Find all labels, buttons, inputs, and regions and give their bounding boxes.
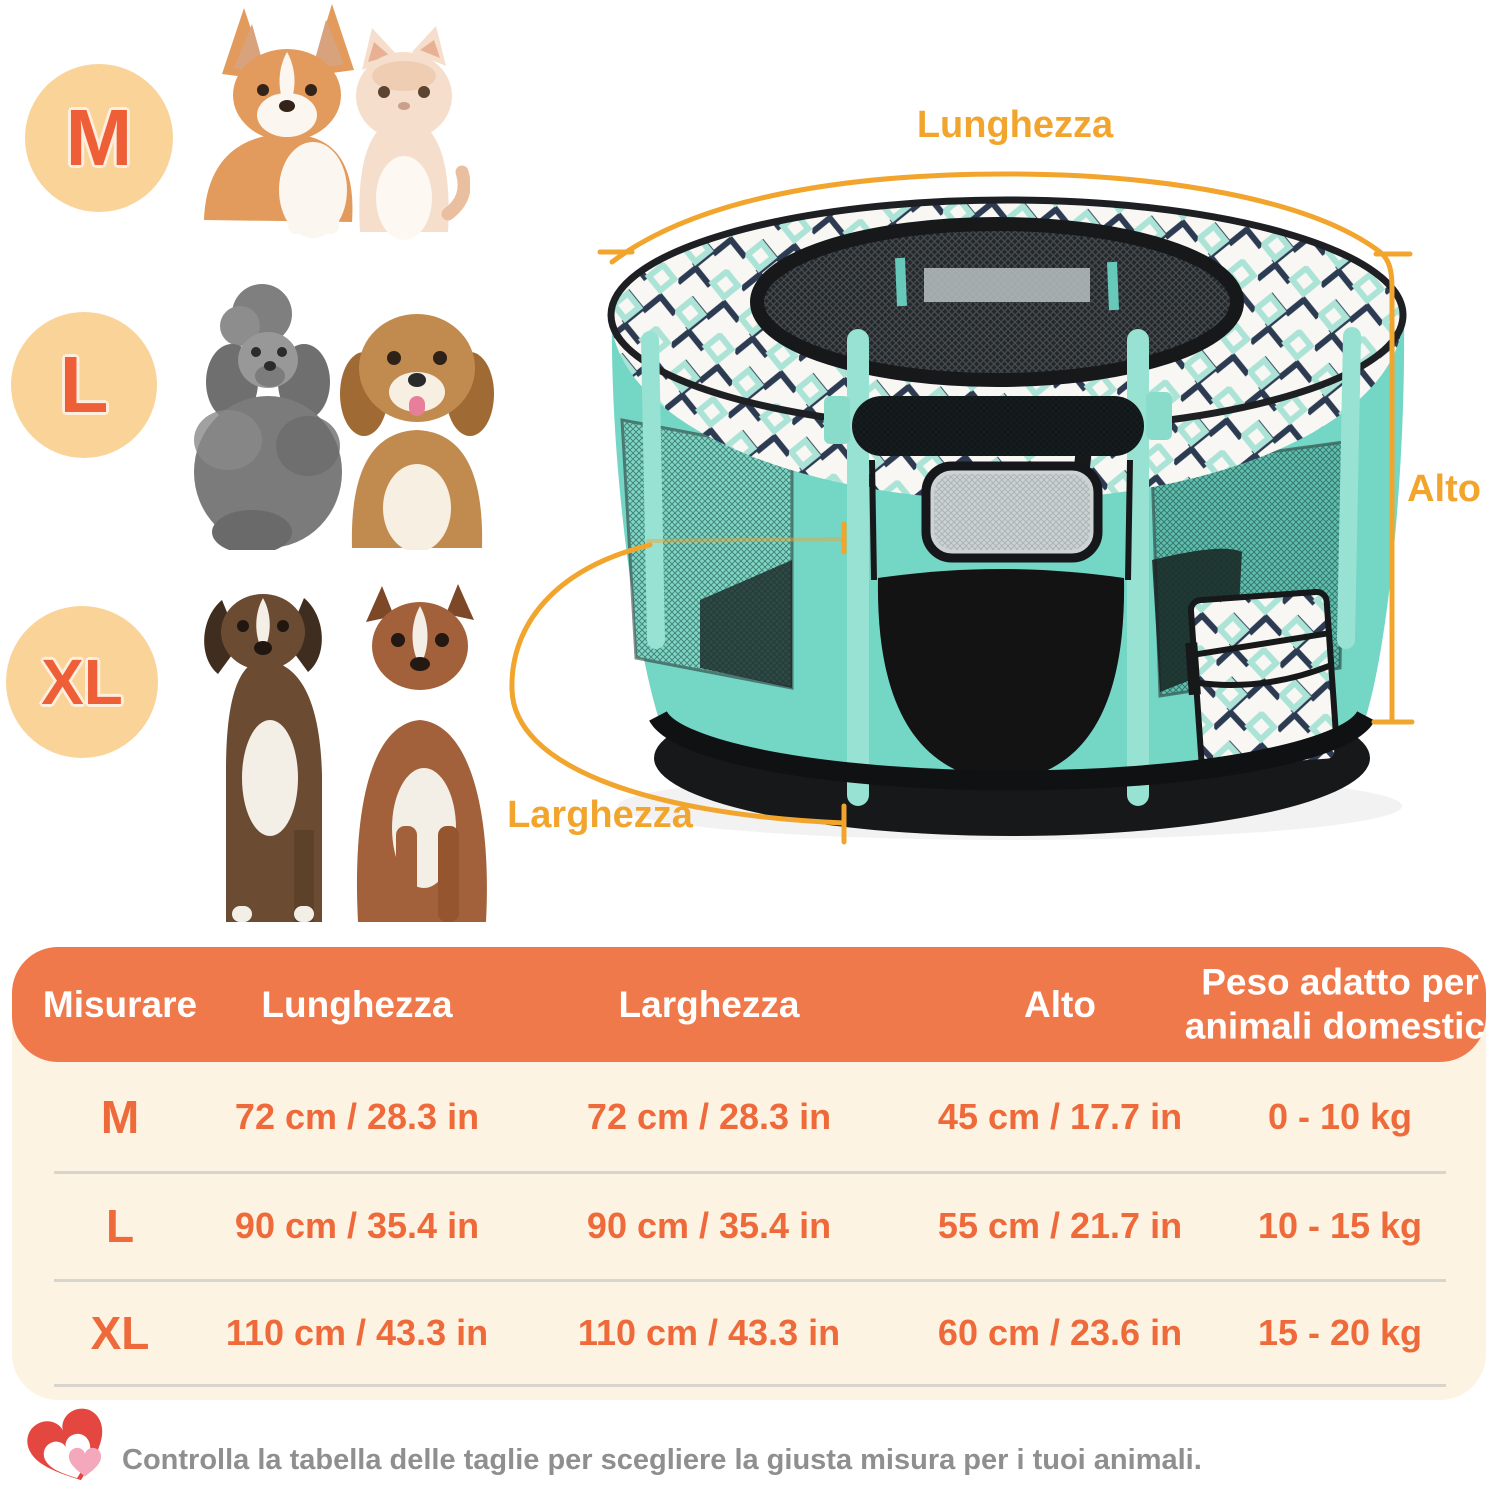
header-measure: Misurare — [42, 983, 198, 1025]
poodle-illustration — [194, 284, 342, 550]
row-separator — [54, 1279, 1446, 1282]
row-m-height: 45 cm / 17.7 in — [937, 1096, 1183, 1137]
hearts-icon — [27, 1408, 103, 1481]
row-separator — [54, 1171, 1446, 1174]
pets-size-l-photo — [194, 284, 494, 550]
size-badge-l-label: L — [59, 340, 109, 429]
table-row-m: M 72 cm / 28.3 in 72 cm / 28.3 in 45 cm … — [12, 1062, 1486, 1172]
row-l-height: 55 cm / 21.7 in — [937, 1205, 1183, 1246]
header-height: Alto — [1024, 983, 1096, 1025]
row-xl-size: XL — [90, 1306, 150, 1359]
header-length: Lunghezza — [261, 983, 453, 1025]
row-m-weight: 0 - 10 kg — [1267, 1096, 1413, 1137]
row-l-size: L — [105, 1200, 135, 1252]
dimension-annotations — [509, 171, 1415, 845]
amstaff-illustration — [356, 584, 487, 922]
dimension-label-width: Larghezza — [507, 794, 693, 836]
row-xl-width: 110 cm / 43.3 in — [577, 1311, 841, 1353]
table-row-xl: XL 110 cm / 43.3 in 110 cm / 43.3 in 60 … — [12, 1280, 1486, 1385]
header-weight: Peso adatto per animali domestici — [1184, 961, 1496, 1047]
playpen-product-illustration — [509, 171, 1415, 845]
cat-illustration — [356, 26, 470, 240]
size-badge-l: L — [11, 312, 157, 458]
footer-note: Controlla la tabella delle taglie per sc… — [122, 1444, 1202, 1476]
row-l-width: 90 cm / 35.4 in — [586, 1205, 832, 1246]
dimension-label-length: Lunghezza — [916, 104, 1114, 146]
header-width: Larghezza — [618, 983, 800, 1025]
havanese-illustration — [340, 314, 494, 550]
great-dane-illustration — [204, 594, 322, 922]
size-badge-m-label: M — [65, 93, 133, 182]
size-badge-xl-label: XL — [41, 646, 123, 718]
row-xl-height: 60 cm / 23.6 in — [937, 1311, 1183, 1353]
row-separator — [54, 1384, 1446, 1387]
corgi-illustration — [204, 4, 354, 238]
size-table-header: Misurare Lunghezza Larghezza Alto Peso a… — [12, 947, 1495, 1062]
size-badge-xl: XL — [6, 606, 158, 758]
dimension-label-height: Alto — [1407, 468, 1481, 510]
row-l-length: 90 cm / 35.4 in — [234, 1205, 480, 1246]
size-badge-m: M — [25, 64, 173, 212]
row-xl-length: 110 cm / 43.3 in — [225, 1311, 489, 1353]
row-m-length: 72 cm / 28.3 in — [234, 1096, 480, 1137]
table-row-l: L 90 cm / 35.4 in 90 cm / 35.4 in 55 cm … — [12, 1172, 1486, 1280]
pets-size-xl-photo — [204, 584, 487, 922]
side-pocket — [1185, 588, 1341, 773]
playpen-drawing — [607, 196, 1407, 840]
row-xl-weight: 15 - 20 kg — [1257, 1311, 1423, 1353]
row-l-weight: 10 - 15 kg — [1257, 1205, 1423, 1246]
size-table-panel: Misurare Lunghezza Larghezza Alto Peso a… — [12, 947, 1495, 1400]
row-m-width: 72 cm / 28.3 in — [586, 1096, 832, 1137]
pets-size-m-photo — [204, 4, 470, 240]
row-m-size: M — [100, 1091, 140, 1143]
